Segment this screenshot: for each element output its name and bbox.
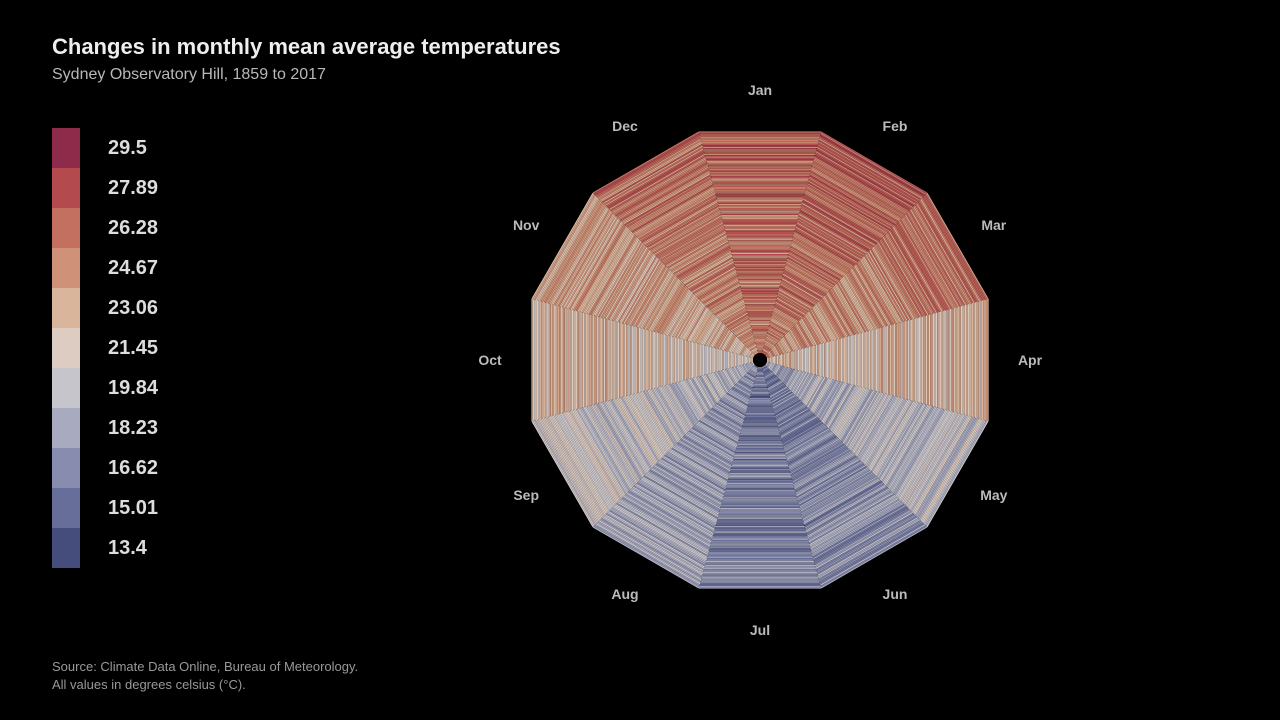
radial-chart-svg bbox=[430, 60, 1090, 660]
legend-label: 24.67 bbox=[108, 248, 158, 288]
legend-swatch bbox=[52, 288, 80, 328]
month-label: Aug bbox=[611, 586, 638, 602]
month-label: Sep bbox=[513, 487, 539, 503]
legend-label: 27.89 bbox=[108, 168, 158, 208]
radial-chart-area: Jan Feb Mar Apr May Jun Jul Aug Sep Oct Nov Dec bbox=[430, 60, 1090, 660]
legend-swatch bbox=[52, 248, 80, 288]
legend-label: 19.84 bbox=[108, 368, 158, 408]
legend-label: 16.62 bbox=[108, 448, 158, 488]
legend-swatch bbox=[52, 128, 80, 168]
legend-swatch bbox=[52, 368, 80, 408]
month-label: Jan bbox=[748, 82, 772, 98]
legend-swatch bbox=[52, 328, 80, 368]
legend-label: 18.23 bbox=[108, 408, 158, 448]
legend-label: 15.01 bbox=[108, 488, 158, 528]
legend-label: 29.5 bbox=[108, 128, 158, 168]
month-label: Apr bbox=[1018, 352, 1042, 368]
legend-label: 23.06 bbox=[108, 288, 158, 328]
month-label: Nov bbox=[513, 217, 539, 233]
legend-labels: 29.527.8926.2824.6723.0621.4519.8418.231… bbox=[108, 128, 158, 568]
source-attribution: Source: Climate Data Online, Bureau of M… bbox=[52, 658, 358, 694]
legend-swatch bbox=[52, 488, 80, 528]
source-line-2: All values in degrees celsius (°C). bbox=[52, 676, 358, 694]
month-label: Jun bbox=[883, 586, 908, 602]
color-legend: 29.527.8926.2824.6723.0621.4519.8418.231… bbox=[52, 128, 158, 568]
month-label: May bbox=[980, 487, 1007, 503]
legend-swatch bbox=[52, 208, 80, 248]
source-line-1: Source: Climate Data Online, Bureau of M… bbox=[52, 658, 358, 676]
month-label: Jul bbox=[750, 622, 770, 638]
month-label: Feb bbox=[883, 118, 908, 134]
legend-swatch bbox=[52, 528, 80, 568]
legend-swatch bbox=[52, 168, 80, 208]
legend-swatch bbox=[52, 408, 80, 448]
legend-swatch bbox=[52, 448, 80, 488]
legend-label: 21.45 bbox=[108, 328, 158, 368]
month-label: Oct bbox=[478, 352, 501, 368]
legend-label: 26.28 bbox=[108, 208, 158, 248]
chart-title: Changes in monthly mean average temperat… bbox=[52, 34, 561, 60]
month-label: Mar bbox=[981, 217, 1006, 233]
legend-swatches bbox=[52, 128, 80, 568]
legend-label: 13.4 bbox=[108, 528, 158, 568]
month-label: Dec bbox=[612, 118, 638, 134]
